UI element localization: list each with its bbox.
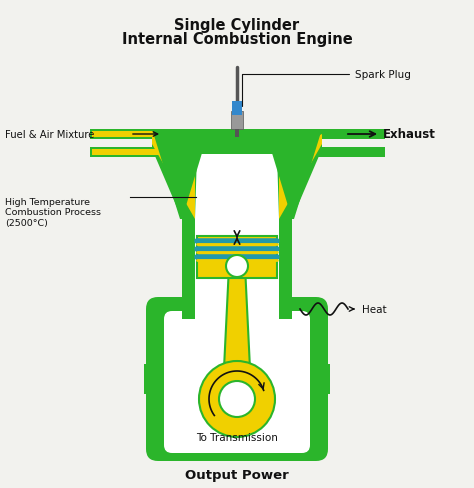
Bar: [232, 102, 242, 116]
Bar: [197, 237, 277, 279]
Circle shape: [226, 256, 248, 278]
Polygon shape: [152, 130, 202, 220]
Polygon shape: [152, 130, 322, 220]
Bar: [235, 130, 239, 138]
Polygon shape: [279, 135, 322, 220]
FancyBboxPatch shape: [164, 311, 310, 453]
Text: Output Power: Output Power: [185, 468, 289, 481]
Bar: [182, 220, 195, 319]
Text: Spark Plug: Spark Plug: [242, 70, 411, 107]
Text: Exhaust: Exhaust: [383, 128, 436, 141]
Polygon shape: [92, 132, 163, 138]
Bar: [316, 364, 330, 394]
Text: To Transmission: To Transmission: [196, 432, 278, 442]
Polygon shape: [90, 148, 165, 158]
Bar: [279, 220, 292, 319]
Text: Fuel & Air Mixture: Fuel & Air Mixture: [5, 130, 94, 140]
Text: Heat: Heat: [362, 305, 387, 314]
Polygon shape: [309, 130, 385, 140]
Text: Internal Combustion Engine: Internal Combustion Engine: [122, 32, 352, 47]
Circle shape: [229, 375, 261, 407]
Polygon shape: [90, 130, 165, 140]
Polygon shape: [92, 150, 163, 156]
Polygon shape: [272, 130, 322, 220]
Polygon shape: [309, 148, 385, 158]
Polygon shape: [195, 155, 279, 220]
Text: Single Cylinder: Single Cylinder: [174, 18, 300, 33]
Polygon shape: [223, 266, 251, 389]
Polygon shape: [152, 135, 195, 220]
Bar: [195, 220, 279, 319]
Circle shape: [219, 381, 255, 417]
FancyBboxPatch shape: [146, 297, 328, 461]
Polygon shape: [229, 130, 245, 152]
Bar: [231, 112, 243, 130]
Circle shape: [199, 361, 275, 437]
Bar: [144, 364, 158, 394]
Text: High Temperature
Combustion Process
(2500°C): High Temperature Combustion Process (250…: [5, 198, 101, 227]
